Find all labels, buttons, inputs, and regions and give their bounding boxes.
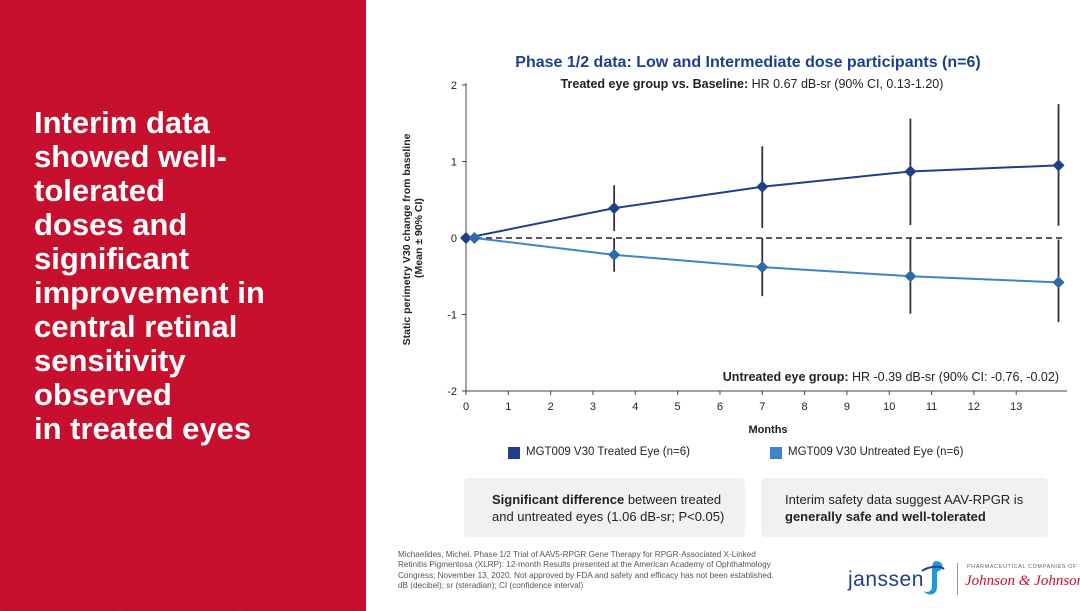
headline-line: improvement in (34, 275, 265, 310)
untreated-data-point (468, 232, 481, 244)
significance-callout: Significant difference between treated a… (464, 478, 745, 537)
headline-line: significant (34, 241, 190, 276)
treated-data-point (904, 165, 917, 178)
x-tick-label: 12 (968, 401, 980, 413)
y-tick-label: 0 (451, 233, 457, 245)
headline-line: tolerated (34, 173, 165, 208)
treated-data-point (608, 202, 621, 215)
jnj-logo: Johnson & Johnson (965, 573, 1080, 589)
untreated-series-line (474, 237, 1059, 284)
treated-data-point (756, 180, 769, 193)
headline-line: showed well- (34, 139, 227, 174)
janssen-j-mark-icon (921, 561, 945, 595)
y-tick-label: -1 (447, 310, 457, 322)
chart: Phase 1/2 data: Low and Intermediate dos… (401, 54, 1067, 436)
legend-treated-swatch (508, 447, 520, 459)
subtitle-rest: HR 0.67 dB-sr (90% CI, 0.13-1.20) (748, 77, 943, 91)
footnote-line: Congress; November 13, 2020. Not approve… (398, 570, 774, 580)
headline: Interim data showed well-tolerated doses a… (34, 106, 354, 446)
untreated-data-point (1052, 276, 1065, 289)
safety-callout-text: Interim safety data suggest AAV-RPGR is (785, 492, 1024, 507)
x-tick-label: 3 (590, 401, 596, 413)
x-axis-label: Months (748, 424, 787, 436)
logo-divider (957, 563, 958, 595)
legend-untreated-label: MGT009 V30 Untreated Eye (n=6) (788, 446, 964, 458)
y-tick-label: -2 (447, 386, 457, 398)
significance-callout-text: between treated and untreated eyes (1.06… (492, 492, 725, 524)
x-tick-label: 0 (463, 401, 469, 413)
x-tick-label: 4 (632, 401, 638, 413)
chart-title: Phase 1/2 data: Low and Intermediate dos… (515, 54, 980, 71)
x-tick-label: 6 (717, 401, 723, 413)
headline-line: Interim data (34, 105, 210, 140)
headline-line: central retinal (34, 309, 238, 344)
x-tick-label: 9 (844, 401, 850, 413)
x-tick-label: 13 (1010, 401, 1022, 413)
plot-area: 210-1-20 1 2 3 4 5 6 7 8 9 10 11 12 13 (447, 80, 1067, 413)
y-axis-label-line2: (Mean ± 90% CI) (413, 198, 425, 278)
legend-treated-label: MGT009 V30 Treated Eye (n=6) (526, 446, 690, 458)
x-tick-label: 10 (883, 401, 895, 413)
janssen-logo: janssen (848, 568, 924, 591)
left-red-panel: Interim data showed well-tolerated doses a… (0, 0, 366, 611)
untreated-data-point (904, 270, 917, 283)
untreated-data-point (756, 261, 769, 274)
untreated-data-point (608, 248, 621, 261)
legend-untreated-swatch (770, 447, 782, 459)
safety-callout: Interim safety data suggest AAV-RPGR is … (761, 478, 1048, 537)
y-tick-label: 1 (451, 157, 457, 169)
footnote-line: Retinitis Pigmentosa (XLRP): 12-month Re… (398, 560, 771, 570)
headline-line: observed (34, 377, 172, 412)
x-tick-label: 11 (926, 401, 937, 413)
untreated-annotation: Untreated eye group: HR -0.39 dB-sr (90%… (723, 370, 1059, 384)
x-tick-label: 7 (759, 401, 765, 413)
significance-callout-bold: Significant difference (492, 492, 625, 507)
headline-line: in treated eyes (34, 411, 252, 446)
safety-callout-bold: generally safe and well-tolerated (785, 509, 986, 524)
footnote-line: Michaelides, Michel. Phase 1/2 Trial of … (398, 550, 756, 559)
y-tick-label: 2 (451, 80, 457, 92)
y-axis-label: Static perimetry V30 change from baselin… (401, 131, 425, 346)
logo-area: janssen PHARMACEUTICAL COMPANIES OF John… (845, 555, 1080, 600)
annotation-bold: Untreated eye group: (723, 370, 849, 384)
chart-subtitle: Treated eye group vs. Baseline: HR 0.67 … (561, 77, 944, 91)
x-tick-label: 1 (505, 401, 511, 413)
x-tick-label: 5 (675, 401, 681, 413)
treated-data-point (460, 232, 472, 244)
headline-line: doses and (34, 207, 188, 242)
x-tick-label: 8 (802, 401, 808, 413)
pharma-tagline: PHARMACEUTICAL COMPANIES OF (967, 564, 1078, 570)
footnote-line: dB (decibel); sr (steradian); CI (confid… (398, 581, 584, 591)
treated-data-point (1052, 159, 1065, 172)
annotation-rest: HR -0.39 dB-sr (90% CI: -0.76, -0.02) (849, 370, 1060, 384)
y-axis-label-line1: Static perimetry V30 change from baselin… (401, 133, 413, 345)
x-tick-label: 2 (548, 401, 554, 413)
headline-line: sensitivity (34, 343, 186, 378)
subtitle-bold: Treated eye group vs. Baseline: (561, 77, 749, 91)
honeycomb-texture (0, 0, 366, 611)
footnote: Michaelides, Michel. Phase 1/2 Trial of … (398, 550, 828, 592)
